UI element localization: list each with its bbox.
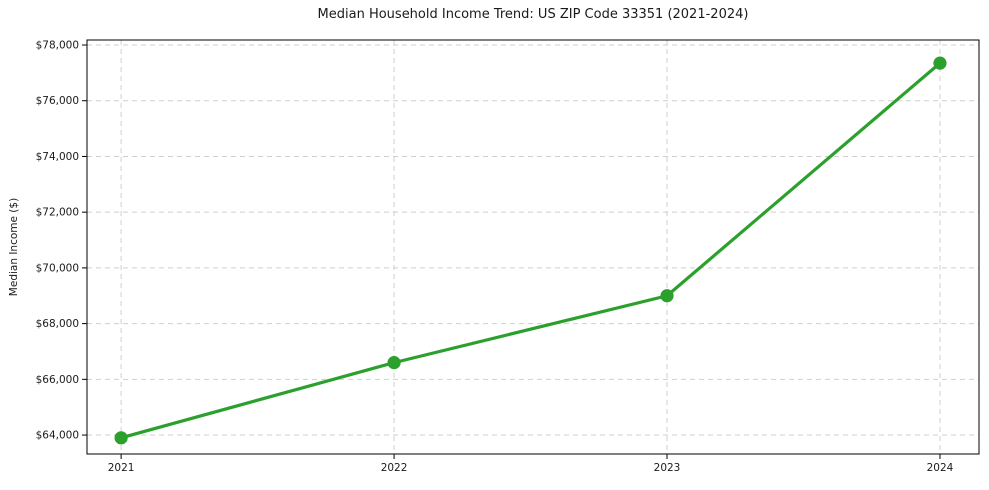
y-tick-label: $72,000 xyxy=(36,207,79,219)
y-tick-label: $70,000 xyxy=(36,262,79,274)
chart-title: Median Household Income Trend: US ZIP Co… xyxy=(317,7,749,22)
y-tick-label: $68,000 xyxy=(36,318,79,330)
plot-border xyxy=(86,39,980,455)
x-tick-label: 2023 xyxy=(654,462,681,474)
y-tick-label: $74,000 xyxy=(36,151,79,163)
data-point-marker xyxy=(933,56,947,70)
data-point-marker xyxy=(387,356,401,370)
data-point-marker xyxy=(660,289,674,303)
trend-line xyxy=(119,61,942,440)
y-tick-label: $78,000 xyxy=(36,40,79,52)
y-tick-label: $76,000 xyxy=(36,95,79,107)
y-tick-label: $66,000 xyxy=(36,374,79,386)
y-tick-label: $64,000 xyxy=(36,430,79,442)
x-tick-label: 2021 xyxy=(108,462,135,474)
y-axis-label: Median Income ($) xyxy=(8,197,20,297)
x-tick-label: 2024 xyxy=(927,462,954,474)
data-point-marker xyxy=(114,431,128,445)
x-tick-label: 2022 xyxy=(381,462,408,474)
